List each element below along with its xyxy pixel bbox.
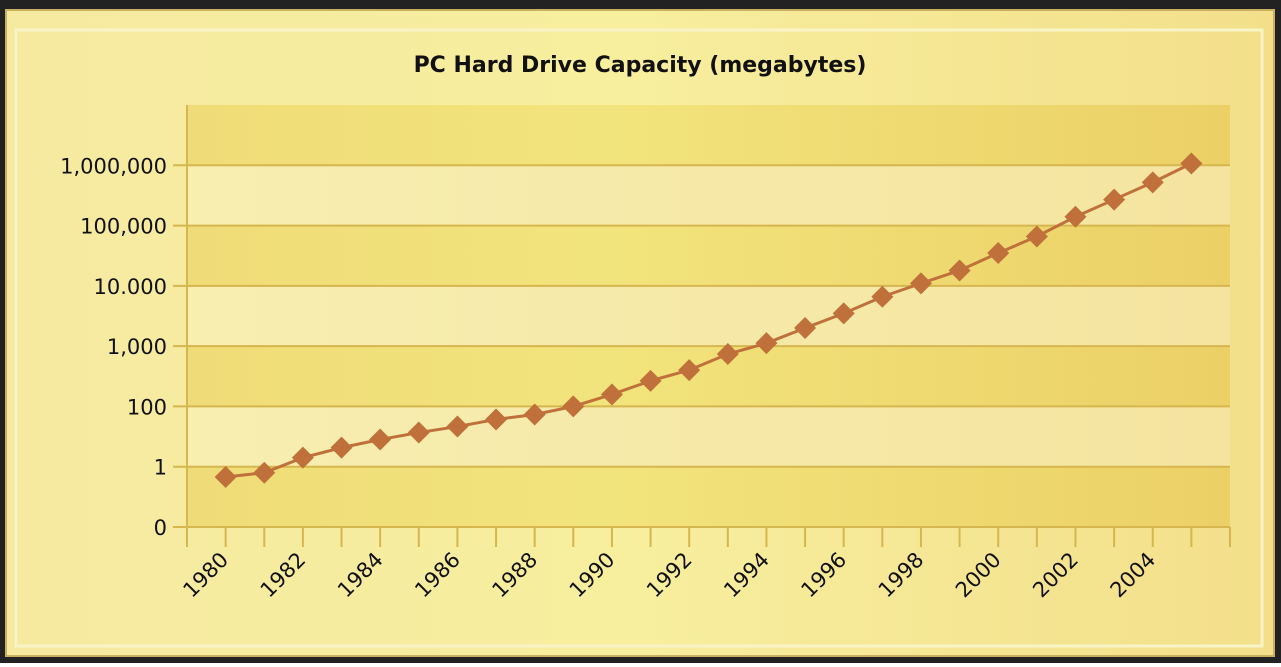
data-point: [562, 395, 585, 418]
band: [187, 466, 1230, 527]
data-point: [678, 359, 701, 382]
data-point: [407, 421, 430, 444]
y-tick-label: 1,000: [107, 335, 167, 359]
y-tick-label: 0: [154, 516, 167, 540]
data-point: [253, 461, 276, 484]
data-point: [948, 259, 971, 282]
data-point: [755, 332, 778, 355]
data-point: [639, 369, 662, 392]
band: [187, 406, 1230, 467]
y-tick-label: 1: [154, 456, 167, 480]
data-point: [369, 428, 392, 451]
data-point: [600, 383, 623, 406]
data-point: [330, 436, 353, 459]
data-point: [485, 408, 508, 431]
data-point: [214, 465, 237, 488]
band: [187, 105, 1230, 166]
data-point: [523, 403, 546, 426]
band: [187, 225, 1230, 286]
data-point: [1103, 188, 1126, 211]
data-point: [1141, 171, 1164, 194]
data-point: [1025, 225, 1048, 248]
data-point: [832, 302, 855, 325]
y-tick-label: 100: [127, 395, 167, 419]
chart-title: PC Hard Drive Capacity (megabytes): [414, 53, 867, 78]
band: [187, 285, 1230, 347]
data-point: [871, 285, 894, 308]
y-tick-label: 100,000: [80, 215, 167, 239]
data-point: [1180, 152, 1203, 175]
y-tick-label: 10.000: [94, 275, 167, 299]
band: [187, 346, 1230, 407]
y-tick-label: 1,000,000: [60, 154, 167, 178]
band: [187, 165, 1230, 226]
data-point: [291, 446, 314, 469]
data-point: [909, 272, 932, 295]
inner-border: [14, 28, 1264, 648]
data-point: [1064, 205, 1087, 228]
data-point: [716, 343, 739, 366]
data-point: [794, 316, 817, 339]
data-point: [987, 242, 1010, 265]
data-point: [446, 415, 469, 438]
